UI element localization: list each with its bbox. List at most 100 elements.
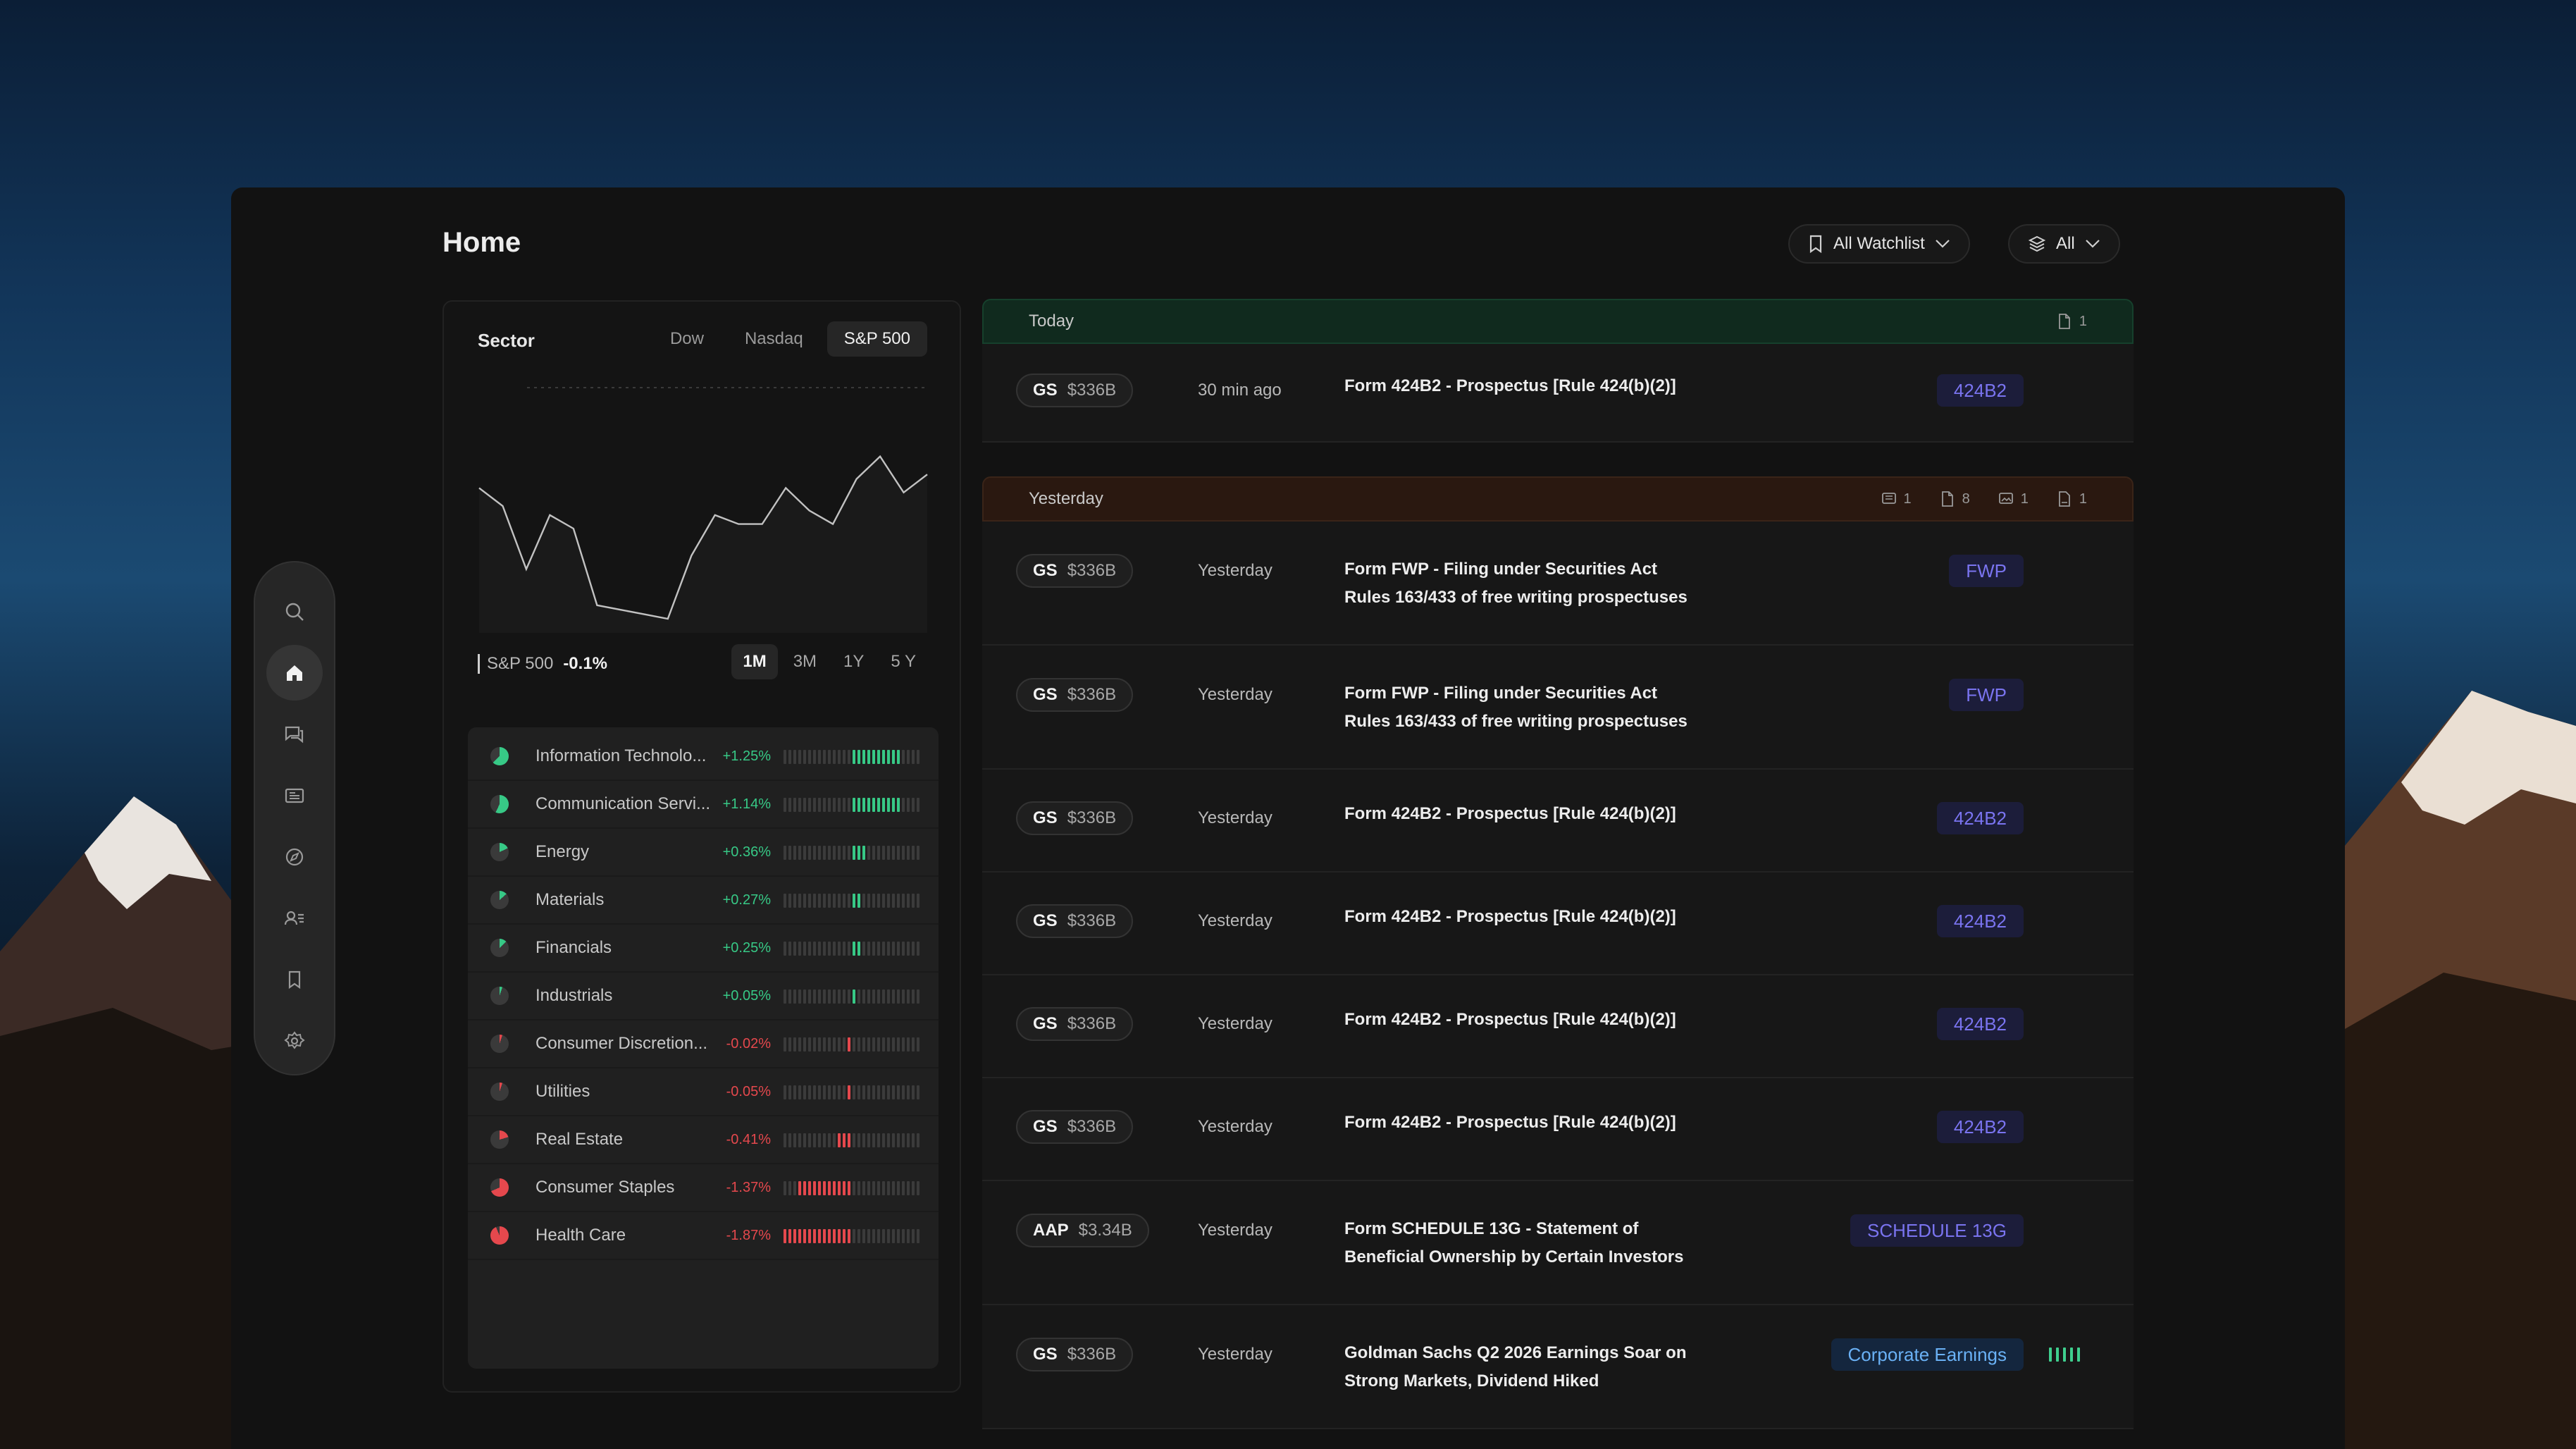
sector-row[interactable]: Utilities -0.05%	[468, 1068, 939, 1116]
range-5y[interactable]: 5 Y	[891, 652, 916, 671]
sector-bar-tick	[867, 894, 870, 908]
feed-row[interactable]: AAP $3.34B Yesterday Form SCHEDULE 13G - St…	[982, 1181, 2134, 1305]
sector-bar-tick	[828, 1229, 831, 1243]
filter-dropdown[interactable]: All	[2008, 224, 2120, 264]
feed-title[interactable]: Form 424B2 - Prospectus [Rule 424(b)(2)]	[1344, 800, 1676, 828]
ticker-pill[interactable]: GS $336B	[1016, 1110, 1134, 1144]
ticker-pill[interactable]: GS $336B	[1016, 374, 1134, 407]
nav-chat[interactable]	[266, 706, 323, 762]
filing-type-badge[interactable]: 424B2	[1936, 1111, 2024, 1143]
feed-group: Yesterday 1 8 1 1 GS $336B Yesterday Form FWP - …	[982, 476, 2134, 1429]
sector-bar-tick	[853, 989, 855, 1004]
sector-row[interactable]: Consumer Staples -1.37%	[468, 1164, 939, 1212]
ticker-pill[interactable]: AAP $3.34B	[1016, 1214, 1149, 1247]
sector-row[interactable]: Information Technolo... +1.25%	[468, 733, 939, 781]
sector-row[interactable]: Industrials +0.05%	[468, 973, 939, 1021]
sector-row[interactable]: Materials +0.27%	[468, 877, 939, 925]
sector-bar-tick	[798, 1181, 801, 1195]
tab-dow[interactable]: Dow	[669, 329, 704, 348]
bookmark-icon	[288, 970, 301, 989]
feed-count[interactable]: 1	[1998, 491, 2029, 507]
feed-title[interactable]: Form FWP - Filing under Securities Act Ru…	[1344, 679, 1688, 736]
sector-bar-tick	[887, 894, 890, 908]
sector-bar-tick	[853, 1037, 855, 1052]
feed-row[interactable]: GS $336B 30 min ago Form 424B2 - Prospectus…	[982, 344, 2134, 443]
sector-bar-tick	[917, 1085, 919, 1099]
nav-news[interactable]	[266, 767, 323, 823]
sector-bar-tick	[798, 798, 801, 812]
sector-bar-tick	[907, 1085, 910, 1099]
home-icon	[287, 665, 302, 681]
feed-row[interactable]: GS $336B Yesterday Form 424B2 - Prospectus …	[982, 975, 2134, 1078]
filing-type-badge[interactable]: Corporate Earnings	[1831, 1338, 2024, 1371]
feed-title[interactable]: Form 424B2 - Prospectus [Rule 424(b)(2)]	[1344, 1006, 1676, 1034]
sector-row[interactable]: Health Care -1.87%	[468, 1212, 939, 1260]
filing-type-badge[interactable]: 424B2	[1936, 905, 2024, 937]
tab-nasdaq[interactable]: Nasdaq	[744, 329, 803, 348]
feed-count[interactable]: 8	[1940, 491, 1970, 507]
nav-explore[interactable]	[266, 829, 323, 884]
feed-title[interactable]: Form SCHEDULE 13G - Statement of Benefici…	[1344, 1215, 1683, 1271]
sector-change: -0.05%	[726, 1083, 771, 1099]
ticker-pill[interactable]: GS $336B	[1016, 1338, 1134, 1371]
filing-type-badge[interactable]: SCHEDULE 13G	[1850, 1214, 2024, 1247]
feed-count[interactable]: 1	[2057, 313, 2087, 330]
sector-bar-tick	[784, 1037, 786, 1052]
feed-title[interactable]: Form 424B2 - Prospectus [Rule 424(b)(2)]	[1344, 372, 1676, 400]
sector-bar-tick	[823, 894, 826, 908]
sector-row[interactable]: Real Estate -0.41%	[468, 1116, 939, 1164]
feed-title[interactable]: Form 424B2 - Prospectus [Rule 424(b)(2)]	[1344, 903, 1676, 931]
sector-bar-tick	[862, 1037, 865, 1052]
feed-title[interactable]: Form FWP - Filing under Securities Act Ru…	[1344, 555, 1688, 612]
feed-row[interactable]: GS $336B Yesterday Goldman Sachs Q2 2026 Ea…	[982, 1305, 2134, 1429]
nav-search[interactable]	[266, 584, 323, 639]
sector-bar-tick	[833, 1085, 836, 1099]
filing-type-badge[interactable]: 424B2	[1936, 1008, 2024, 1040]
nav-home[interactable]	[266, 645, 323, 701]
feed-count-value: 1	[2079, 491, 2087, 507]
nav-people[interactable]	[266, 890, 323, 946]
sector-bar-tick	[907, 1229, 910, 1243]
feed-title[interactable]: Form 424B2 - Prospectus [Rule 424(b)(2)]	[1344, 1109, 1676, 1137]
feed-row[interactable]: GS $336B Yesterday Form FWP - Filing under …	[982, 646, 2134, 770]
ticker-pill[interactable]: GS $336B	[1016, 678, 1134, 712]
nav-settings[interactable]	[266, 1013, 323, 1068]
feed-group-label: Yesterday	[1029, 489, 1103, 508]
sector-bar-tick	[897, 1133, 900, 1147]
filing-type-badge[interactable]: FWP	[1949, 555, 2024, 587]
filing-type-badge[interactable]: FWP	[1949, 679, 2024, 711]
range-3m[interactable]: 3M	[793, 652, 817, 671]
sector-name: Materials	[535, 890, 605, 909]
ticker-pill[interactable]: GS $336B	[1016, 554, 1134, 588]
sector-bar-tick	[808, 1085, 811, 1099]
feed-row[interactable]: GS $336B Yesterday Form FWP - Filing under …	[982, 522, 2134, 646]
filing-type-badge[interactable]: 424B2	[1936, 802, 2024, 834]
filing-type-badge[interactable]: 424B2	[1936, 374, 2024, 407]
feed-row[interactable]: GS $336B Yesterday Form 424B2 - Prospectus …	[982, 873, 2134, 975]
sector-bar-tick	[853, 1085, 855, 1099]
feed-time: Yesterday	[1198, 1345, 1272, 1364]
tab-sp500[interactable]: S&P 500	[826, 321, 927, 357]
sector-bar-tick	[872, 894, 875, 908]
feed-count[interactable]: 1	[2057, 491, 2087, 507]
sector-row[interactable]: Communication Servi... +1.14%	[468, 781, 939, 829]
ticker-pill[interactable]: GS $336B	[1016, 904, 1134, 938]
range-1m[interactable]: 1M	[731, 644, 778, 679]
sector-bar-tick	[784, 989, 786, 1004]
sector-bar-tick	[902, 1133, 905, 1147]
ticker-pill[interactable]: GS $336B	[1016, 1007, 1134, 1041]
watchlist-dropdown[interactable]: All Watchlist	[1788, 224, 1970, 264]
nav-bookmarks[interactable]	[266, 951, 323, 1007]
sector-row[interactable]: Consumer Discretion... -0.02%	[468, 1021, 939, 1068]
sector-row[interactable]: Financials +0.25%	[468, 925, 939, 973]
feed-row[interactable]: GS $336B Yesterday Form 424B2 - Prospectus …	[982, 770, 2134, 873]
range-1y[interactable]: 1Y	[843, 652, 865, 671]
feed-count[interactable]: 1	[1881, 491, 1912, 507]
sector-bar-tick	[803, 942, 806, 956]
feed-title[interactable]: Goldman Sachs Q2 2026 Earnings Soar on St…	[1344, 1339, 1687, 1395]
feed-row[interactable]: GS $336B Yesterday Form 424B2 - Prospectus …	[982, 1078, 2134, 1181]
ticker-pill[interactable]: GS $336B	[1016, 801, 1134, 835]
sector-row[interactable]: Energy +0.36%	[468, 829, 939, 877]
sector-bar-tick	[907, 750, 910, 764]
sector-bar-tick	[853, 798, 855, 812]
